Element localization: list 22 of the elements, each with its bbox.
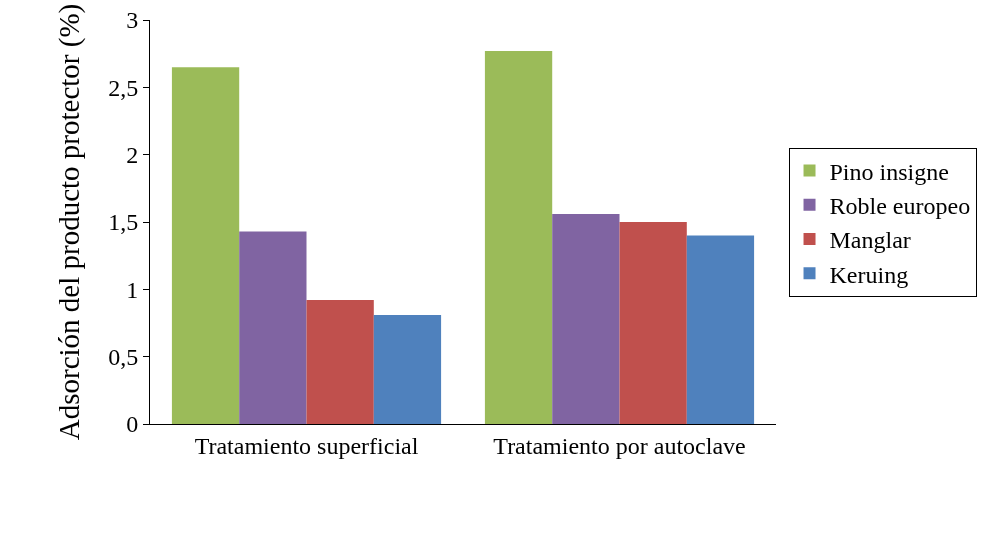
bar: [306, 300, 374, 424]
bar: [484, 50, 553, 424]
bar: [373, 314, 442, 424]
y-tick-label: 2: [126, 142, 139, 169]
bar: [686, 235, 755, 424]
legend-label: Pino insigne: [829, 158, 949, 185]
y-tick-label: 2,5: [108, 74, 139, 101]
y-axis-title: Adsorción del producto protector (%): [52, 3, 86, 441]
y-tick-label: 1: [126, 276, 139, 303]
y-tick-label: 0: [126, 411, 139, 438]
legend-label: Keruing: [829, 261, 909, 288]
bar: [619, 222, 687, 424]
y-tick-label: 1,5: [108, 209, 139, 236]
bar: [239, 231, 307, 424]
x-tick-label: Tratamiento superficial: [194, 432, 419, 459]
y-tick-label: 0,5: [108, 344, 139, 371]
y-tick-label: 3: [126, 7, 139, 34]
bar: [171, 67, 240, 424]
legend-label: Roble europeo: [829, 193, 971, 220]
bar: [552, 213, 620, 424]
legend-label: Manglar: [829, 227, 911, 254]
x-tick-label: Tratamiento por autoclave: [493, 432, 746, 459]
